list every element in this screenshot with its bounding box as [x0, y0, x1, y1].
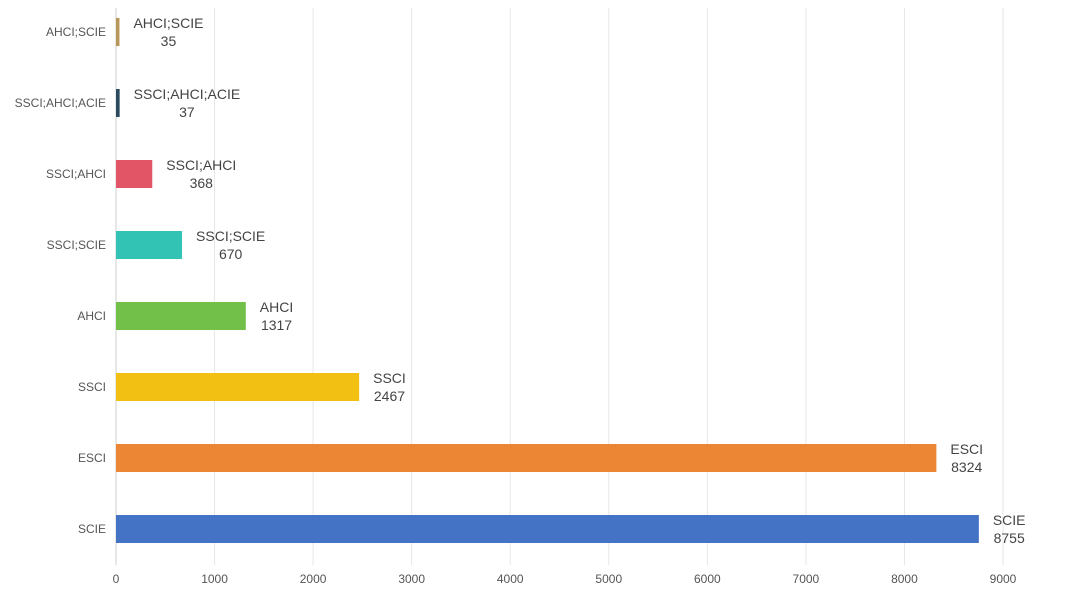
x-axis-tick-labels: 0 1000 2000 3000 4000 5000 6000 7000 8000 9000 [113, 572, 1017, 586]
data-labels: AHCI;SCIE35SSCI;AHCI;ACIE37SSCI;AHCI368S… [133, 15, 1025, 546]
x-tick-label: 8000 [891, 572, 918, 586]
x-tick-label: 9000 [990, 572, 1017, 586]
bar-SSCI;AHCI;ACIE [116, 89, 120, 117]
data-label-name: SSCI;AHCI [166, 157, 236, 173]
bar-ESCI [116, 444, 937, 472]
data-label-value: 1317 [261, 317, 292, 333]
x-tick-label: 2000 [300, 572, 327, 586]
data-label-value: 37 [179, 104, 195, 120]
category-label: SSCI;AHCI [46, 167, 106, 181]
data-label-value: 670 [219, 246, 243, 262]
data-label-value: 8755 [994, 530, 1025, 546]
category-label: SSCI;AHCI;ACIE [15, 96, 106, 110]
data-label-name: AHCI [260, 299, 293, 315]
category-labels: AHCI;SCIE SSCI;AHCI;ACIE SSCI;AHCI SSCI;SCI… [15, 25, 106, 536]
category-label: SSCI;SCIE [47, 238, 106, 252]
data-label-value: 2467 [374, 388, 405, 404]
data-label-value: 8324 [951, 459, 982, 475]
x-tick-label: 4000 [497, 572, 524, 586]
data-label-ESCI: ESCI 8324 [950, 441, 983, 475]
data-label-name: ESCI [950, 441, 983, 457]
data-label-SCIE: SCIE 8755 [993, 512, 1026, 546]
category-label: AHCI;SCIE [46, 25, 106, 39]
category-label: ESCI [78, 451, 106, 465]
x-tick-label: 6000 [694, 572, 721, 586]
bar-SSCI [116, 373, 360, 401]
category-label: SCIE [78, 522, 106, 536]
x-tick-label: 0 [113, 572, 120, 586]
data-label-SSCI;SCIE: SSCI;SCIE 670 [196, 228, 265, 262]
data-label-value: 368 [190, 175, 214, 191]
x-tick-label: 7000 [793, 572, 820, 586]
data-label-SSCI: SSCI 2467 [373, 370, 406, 404]
data-label-AHCI;SCIE: AHCI;SCIE 35 [133, 15, 203, 49]
data-label-SSCI;AHCI: SSCI;AHCI 368 [166, 157, 236, 191]
x-tick-label: 3000 [398, 572, 425, 586]
grid-lines [115, 8, 1004, 565]
data-label-name: SSCI [373, 370, 406, 386]
x-tick-label: 5000 [595, 572, 622, 586]
bar-SSCI;AHCI [116, 160, 153, 188]
bar-AHCI;SCIE [116, 18, 120, 46]
bar-SCIE [116, 515, 979, 543]
bar-AHCI [116, 302, 246, 330]
data-label-AHCI: AHCI 1317 [260, 299, 293, 333]
bar-SSCI;SCIE [116, 231, 183, 259]
category-label: AHCI [77, 309, 106, 323]
data-label-SSCI;AHCI;ACIE: SSCI;AHCI;ACIE 37 [134, 86, 241, 120]
x-tick-label: 1000 [201, 572, 228, 586]
data-label-name: SSCI;SCIE [196, 228, 265, 244]
data-label-value: 35 [161, 33, 177, 49]
category-label: SSCI [78, 380, 106, 394]
data-label-name: SSCI;AHCI;ACIE [134, 86, 241, 102]
data-label-name: AHCI;SCIE [133, 15, 203, 31]
data-label-name: SCIE [993, 512, 1026, 528]
bars [116, 18, 979, 543]
